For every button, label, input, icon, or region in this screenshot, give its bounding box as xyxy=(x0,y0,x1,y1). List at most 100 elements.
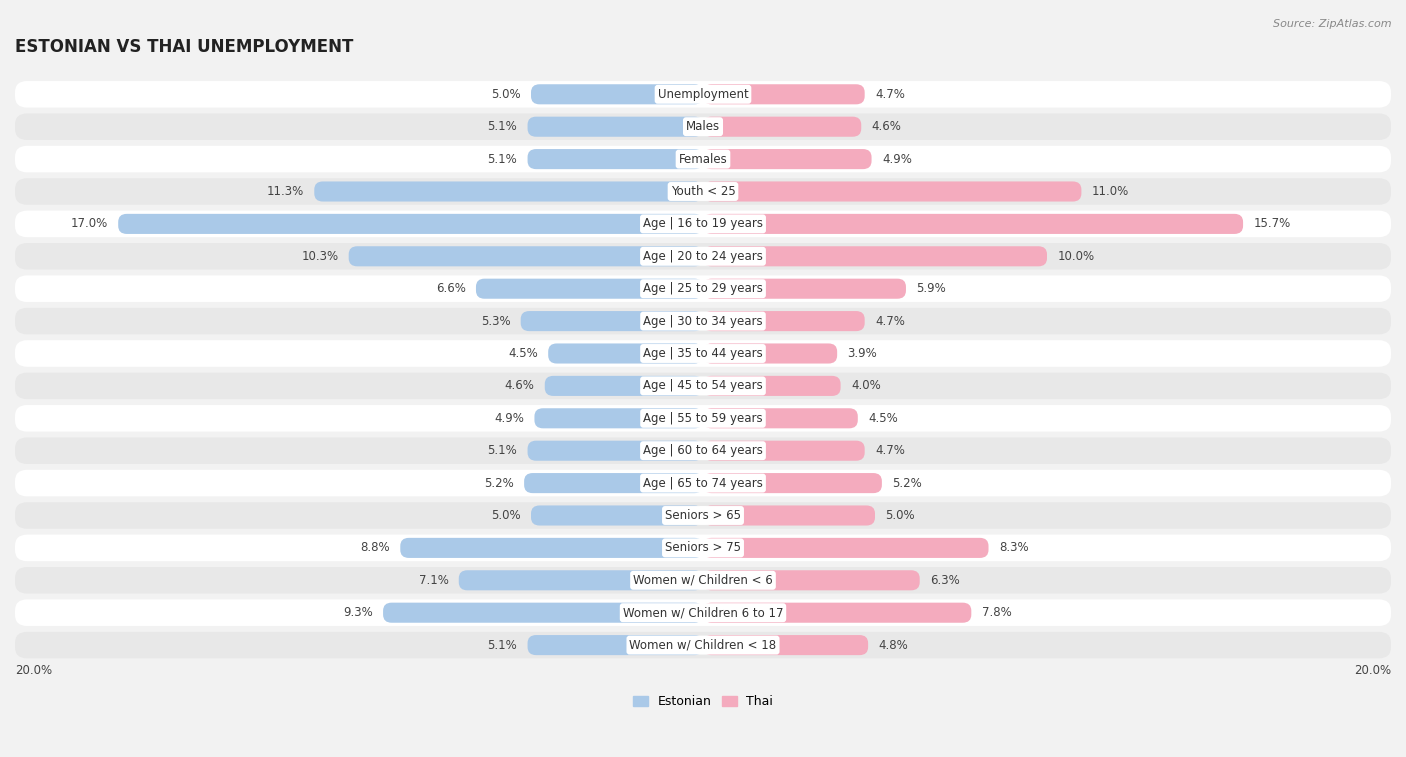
FancyBboxPatch shape xyxy=(703,344,837,363)
FancyBboxPatch shape xyxy=(524,473,703,493)
Text: Males: Males xyxy=(686,120,720,133)
FancyBboxPatch shape xyxy=(703,570,920,590)
Text: 8.8%: 8.8% xyxy=(360,541,389,554)
Text: Age | 35 to 44 years: Age | 35 to 44 years xyxy=(643,347,763,360)
Text: Age | 65 to 74 years: Age | 65 to 74 years xyxy=(643,477,763,490)
Text: Age | 55 to 59 years: Age | 55 to 59 years xyxy=(643,412,763,425)
FancyBboxPatch shape xyxy=(15,276,1391,302)
Text: 4.9%: 4.9% xyxy=(495,412,524,425)
FancyBboxPatch shape xyxy=(15,502,1391,529)
Text: Women w/ Children < 6: Women w/ Children < 6 xyxy=(633,574,773,587)
FancyBboxPatch shape xyxy=(703,279,905,299)
FancyBboxPatch shape xyxy=(531,506,703,525)
Text: 11.3%: 11.3% xyxy=(267,185,304,198)
Text: 5.1%: 5.1% xyxy=(488,639,517,652)
FancyBboxPatch shape xyxy=(15,405,1391,431)
Text: 20.0%: 20.0% xyxy=(15,664,52,677)
FancyBboxPatch shape xyxy=(703,473,882,493)
FancyBboxPatch shape xyxy=(15,114,1391,140)
FancyBboxPatch shape xyxy=(703,117,862,137)
FancyBboxPatch shape xyxy=(458,570,703,590)
FancyBboxPatch shape xyxy=(15,372,1391,399)
Text: 7.8%: 7.8% xyxy=(981,606,1011,619)
Text: 10.0%: 10.0% xyxy=(1057,250,1094,263)
FancyBboxPatch shape xyxy=(703,213,1243,234)
Text: 4.8%: 4.8% xyxy=(879,639,908,652)
FancyBboxPatch shape xyxy=(15,308,1391,335)
Text: 4.6%: 4.6% xyxy=(505,379,534,392)
FancyBboxPatch shape xyxy=(703,182,1081,201)
Text: 5.1%: 5.1% xyxy=(488,153,517,166)
FancyBboxPatch shape xyxy=(15,243,1391,269)
FancyBboxPatch shape xyxy=(527,441,703,461)
Text: 17.0%: 17.0% xyxy=(70,217,108,230)
Text: 5.2%: 5.2% xyxy=(893,477,922,490)
Text: 4.6%: 4.6% xyxy=(872,120,901,133)
FancyBboxPatch shape xyxy=(703,246,1047,266)
Text: Females: Females xyxy=(679,153,727,166)
Text: 9.3%: 9.3% xyxy=(343,606,373,619)
FancyBboxPatch shape xyxy=(15,470,1391,497)
FancyBboxPatch shape xyxy=(477,279,703,299)
FancyBboxPatch shape xyxy=(548,344,703,363)
FancyBboxPatch shape xyxy=(15,600,1391,626)
Text: 7.1%: 7.1% xyxy=(419,574,449,587)
Text: 6.6%: 6.6% xyxy=(436,282,465,295)
FancyBboxPatch shape xyxy=(118,213,703,234)
FancyBboxPatch shape xyxy=(544,376,703,396)
FancyBboxPatch shape xyxy=(15,534,1391,561)
Text: Source: ZipAtlas.com: Source: ZipAtlas.com xyxy=(1274,19,1392,29)
Text: 4.5%: 4.5% xyxy=(868,412,898,425)
FancyBboxPatch shape xyxy=(703,441,865,461)
Text: 4.9%: 4.9% xyxy=(882,153,911,166)
Text: 8.3%: 8.3% xyxy=(998,541,1028,554)
Text: 11.0%: 11.0% xyxy=(1091,185,1129,198)
FancyBboxPatch shape xyxy=(15,81,1391,107)
Text: Seniors > 65: Seniors > 65 xyxy=(665,509,741,522)
Text: Women w/ Children < 18: Women w/ Children < 18 xyxy=(630,639,776,652)
Text: Unemployment: Unemployment xyxy=(658,88,748,101)
Text: Age | 20 to 24 years: Age | 20 to 24 years xyxy=(643,250,763,263)
Text: 4.5%: 4.5% xyxy=(508,347,538,360)
Text: ESTONIAN VS THAI UNEMPLOYMENT: ESTONIAN VS THAI UNEMPLOYMENT xyxy=(15,38,353,56)
FancyBboxPatch shape xyxy=(349,246,703,266)
FancyBboxPatch shape xyxy=(527,117,703,137)
Text: Age | 30 to 34 years: Age | 30 to 34 years xyxy=(643,315,763,328)
FancyBboxPatch shape xyxy=(531,84,703,104)
FancyBboxPatch shape xyxy=(527,635,703,655)
Text: Age | 16 to 19 years: Age | 16 to 19 years xyxy=(643,217,763,230)
Text: 4.7%: 4.7% xyxy=(875,315,905,328)
FancyBboxPatch shape xyxy=(520,311,703,331)
Text: Seniors > 75: Seniors > 75 xyxy=(665,541,741,554)
FancyBboxPatch shape xyxy=(15,632,1391,659)
Text: 5.1%: 5.1% xyxy=(488,444,517,457)
Text: 10.3%: 10.3% xyxy=(301,250,339,263)
FancyBboxPatch shape xyxy=(703,149,872,169)
Text: 5.3%: 5.3% xyxy=(481,315,510,328)
FancyBboxPatch shape xyxy=(703,603,972,623)
Text: 5.2%: 5.2% xyxy=(484,477,513,490)
Text: 5.0%: 5.0% xyxy=(491,88,520,101)
FancyBboxPatch shape xyxy=(15,438,1391,464)
Legend: Estonian, Thai: Estonian, Thai xyxy=(627,690,779,713)
FancyBboxPatch shape xyxy=(15,178,1391,205)
Text: 5.0%: 5.0% xyxy=(491,509,520,522)
Text: 5.9%: 5.9% xyxy=(917,282,946,295)
Text: Age | 45 to 54 years: Age | 45 to 54 years xyxy=(643,379,763,392)
Text: 4.7%: 4.7% xyxy=(875,444,905,457)
FancyBboxPatch shape xyxy=(527,149,703,169)
Text: Women w/ Children 6 to 17: Women w/ Children 6 to 17 xyxy=(623,606,783,619)
FancyBboxPatch shape xyxy=(703,376,841,396)
Text: 3.9%: 3.9% xyxy=(848,347,877,360)
FancyBboxPatch shape xyxy=(315,182,703,201)
Text: 6.3%: 6.3% xyxy=(929,574,960,587)
FancyBboxPatch shape xyxy=(703,538,988,558)
Text: Youth < 25: Youth < 25 xyxy=(671,185,735,198)
FancyBboxPatch shape xyxy=(15,146,1391,173)
FancyBboxPatch shape xyxy=(382,603,703,623)
FancyBboxPatch shape xyxy=(703,408,858,428)
FancyBboxPatch shape xyxy=(703,311,865,331)
FancyBboxPatch shape xyxy=(534,408,703,428)
Text: 5.1%: 5.1% xyxy=(488,120,517,133)
FancyBboxPatch shape xyxy=(15,567,1391,593)
